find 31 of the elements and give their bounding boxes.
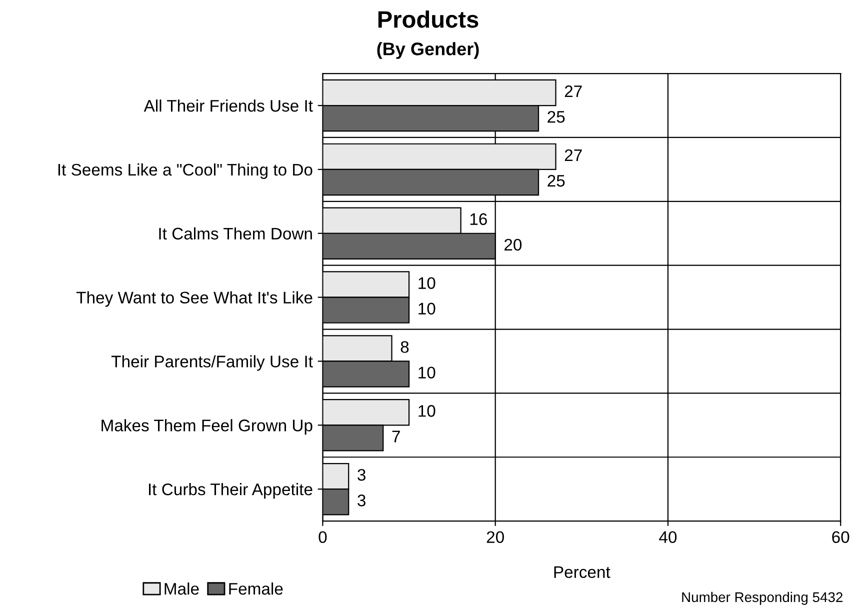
data-label: 7	[392, 430, 400, 442]
x-axis-title: Percent	[554, 566, 610, 578]
x-tick-label: 20	[486, 531, 504, 544]
x-tick-label: 40	[659, 531, 677, 544]
chart-subtitle: (By Gender)	[377, 42, 479, 59]
y-tick-label: It Curbs Their Appetite	[149, 483, 312, 499]
x-tick-label: 60	[832, 531, 850, 544]
data-label: 27	[564, 149, 582, 161]
data-label: 8	[400, 341, 409, 353]
data-label: 25	[548, 174, 565, 187]
text: Number Responding 5432	[682, 592, 842, 605]
y-tick-label: Makes Them Feel Grown Up	[102, 419, 312, 435]
data-label: 16	[470, 213, 487, 226]
data-label: 27	[564, 85, 582, 98]
data-label: 10	[418, 405, 436, 417]
data-label: 25	[548, 110, 565, 123]
y-tick-label: Their Parents/Family Use It	[111, 355, 313, 371]
x-tick-label: 0	[318, 531, 327, 544]
data-label: 10	[418, 366, 436, 378]
y-tick-label: All Their Friends Use It	[144, 99, 313, 112]
legend-label: Female	[229, 582, 283, 595]
chart-title: Products	[378, 10, 478, 28]
y-tick-label: It Calms Them Down	[159, 227, 312, 240]
y-tick-label: It Seems Like a "Cool" Thing to Do	[58, 163, 312, 179]
data-label: 3	[358, 494, 366, 506]
data-label: 20	[504, 238, 522, 251]
legend-label: Male	[164, 582, 199, 595]
data-label: 3	[358, 468, 366, 481]
data-label: 10	[418, 302, 436, 315]
y-tick-label: They Want to See What It's Like	[76, 291, 312, 307]
data-label: 10	[418, 277, 436, 289]
